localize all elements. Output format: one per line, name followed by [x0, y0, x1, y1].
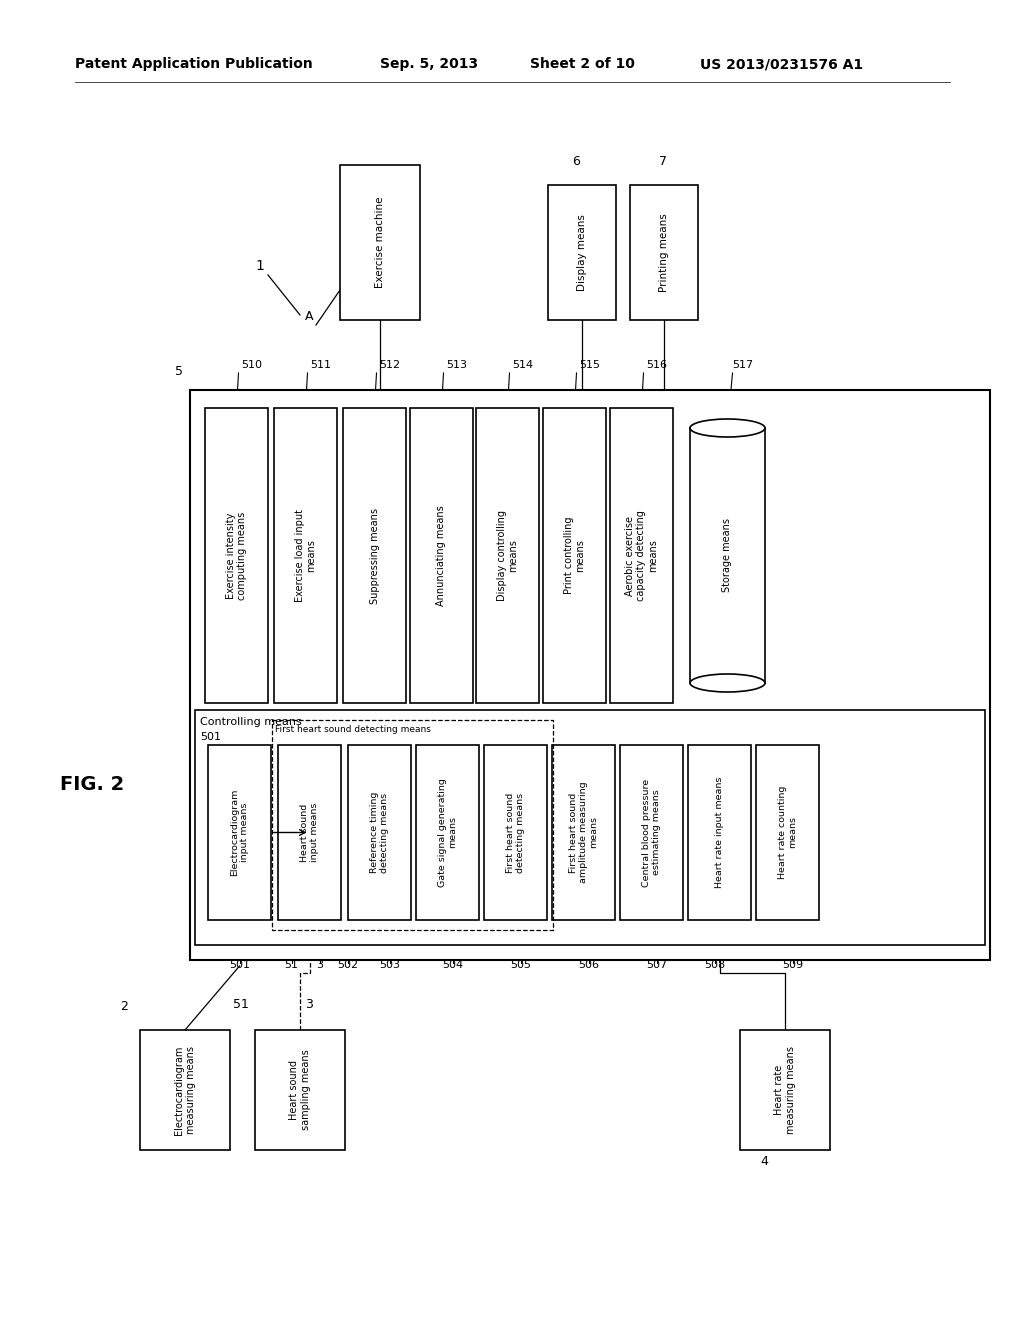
Text: 3: 3 — [316, 960, 323, 970]
Text: 7: 7 — [659, 154, 667, 168]
Bar — [348, 744, 411, 920]
Text: 507: 507 — [646, 960, 667, 970]
Text: Electrocardiogram
input means: Electrocardiogram input means — [229, 789, 249, 876]
Text: A: A — [305, 310, 313, 323]
Text: 512: 512 — [380, 360, 400, 370]
Bar — [205, 408, 268, 704]
Text: Heart sound
sampling means: Heart sound sampling means — [289, 1049, 311, 1130]
Bar — [620, 744, 683, 920]
Text: 511: 511 — [310, 360, 332, 370]
Bar — [476, 408, 539, 704]
Bar — [278, 744, 341, 920]
Text: Storage means: Storage means — [723, 519, 732, 593]
Text: 505: 505 — [510, 960, 531, 970]
Bar — [610, 408, 673, 704]
Text: Heart rate
measuring means: Heart rate measuring means — [774, 1045, 796, 1134]
Bar — [255, 1030, 345, 1150]
Text: 503: 503 — [379, 960, 400, 970]
Text: Electrocardiogram
measuring means: Electrocardiogram measuring means — [174, 1045, 196, 1135]
Bar — [688, 744, 751, 920]
Text: 501: 501 — [200, 733, 221, 742]
Bar — [416, 744, 479, 920]
Bar — [543, 408, 606, 704]
Text: 515: 515 — [580, 360, 600, 370]
Text: Suppressing means: Suppressing means — [370, 507, 380, 603]
Text: 502: 502 — [337, 960, 358, 970]
Text: 509: 509 — [782, 960, 803, 970]
Text: First heart sound
detecting means: First heart sound detecting means — [506, 792, 525, 873]
Text: 510: 510 — [242, 360, 262, 370]
Bar — [343, 408, 406, 704]
Bar — [208, 744, 271, 920]
Text: Exercise machine: Exercise machine — [375, 197, 385, 288]
Bar — [630, 185, 698, 319]
Text: Sheet 2 of 10: Sheet 2 of 10 — [530, 57, 635, 71]
Text: Sep. 5, 2013: Sep. 5, 2013 — [380, 57, 478, 71]
Text: 501: 501 — [229, 960, 250, 970]
Bar — [690, 428, 765, 682]
Text: 2: 2 — [120, 1001, 128, 1012]
Ellipse shape — [690, 418, 765, 437]
Text: US 2013/0231576 A1: US 2013/0231576 A1 — [700, 57, 863, 71]
Text: 506: 506 — [578, 960, 599, 970]
Text: 6: 6 — [572, 154, 580, 168]
Text: Reference timing
detecting means: Reference timing detecting means — [370, 792, 389, 874]
Bar — [740, 1030, 830, 1150]
Text: 51: 51 — [285, 960, 299, 970]
Text: Printing means: Printing means — [659, 213, 669, 292]
Text: 513: 513 — [446, 360, 468, 370]
Bar — [195, 710, 985, 945]
Text: FIG. 2: FIG. 2 — [60, 775, 124, 795]
Text: First heart sound
amplitude measuring
means: First heart sound amplitude measuring me… — [568, 781, 598, 883]
Text: 3: 3 — [305, 998, 313, 1011]
Bar — [756, 744, 819, 920]
Text: Heart rate counting
means: Heart rate counting means — [778, 785, 798, 879]
Text: Display means: Display means — [577, 214, 587, 290]
Ellipse shape — [690, 675, 765, 692]
Bar — [190, 389, 990, 960]
Text: Patent Application Publication: Patent Application Publication — [75, 57, 312, 71]
Bar — [484, 744, 547, 920]
Bar — [274, 408, 337, 704]
Text: Exercise intensity
computing means: Exercise intensity computing means — [225, 511, 248, 599]
Bar — [552, 744, 615, 920]
Text: Controlling means: Controlling means — [200, 717, 302, 727]
Text: 5: 5 — [175, 366, 183, 378]
Text: 4: 4 — [760, 1155, 768, 1168]
Text: Central blood pressure
estimating means: Central blood pressure estimating means — [642, 779, 662, 887]
Text: Heart sound
input means: Heart sound input means — [300, 803, 319, 862]
Bar — [410, 408, 473, 704]
Text: Heart rate input means: Heart rate input means — [715, 776, 724, 888]
Bar — [340, 165, 420, 319]
Bar — [548, 185, 616, 319]
Text: Annunciating means: Annunciating means — [436, 506, 446, 606]
Text: 504: 504 — [442, 960, 463, 970]
Text: Gate signal generating
means: Gate signal generating means — [438, 777, 457, 887]
Text: 508: 508 — [703, 960, 725, 970]
Bar — [140, 1030, 230, 1150]
Text: Print controlling
means: Print controlling means — [563, 516, 586, 594]
Text: 1: 1 — [255, 259, 264, 273]
Text: Aerobic exercise
capacity detecting
means: Aerobic exercise capacity detecting mean… — [625, 510, 658, 601]
Text: Display controlling
means: Display controlling means — [497, 510, 518, 601]
Text: Exercise load input
means: Exercise load input means — [295, 510, 316, 602]
Text: 514: 514 — [512, 360, 534, 370]
Text: First heart sound detecting means: First heart sound detecting means — [275, 725, 431, 734]
Text: 516: 516 — [646, 360, 668, 370]
Text: 51: 51 — [233, 998, 249, 1011]
Text: 517: 517 — [732, 360, 754, 370]
